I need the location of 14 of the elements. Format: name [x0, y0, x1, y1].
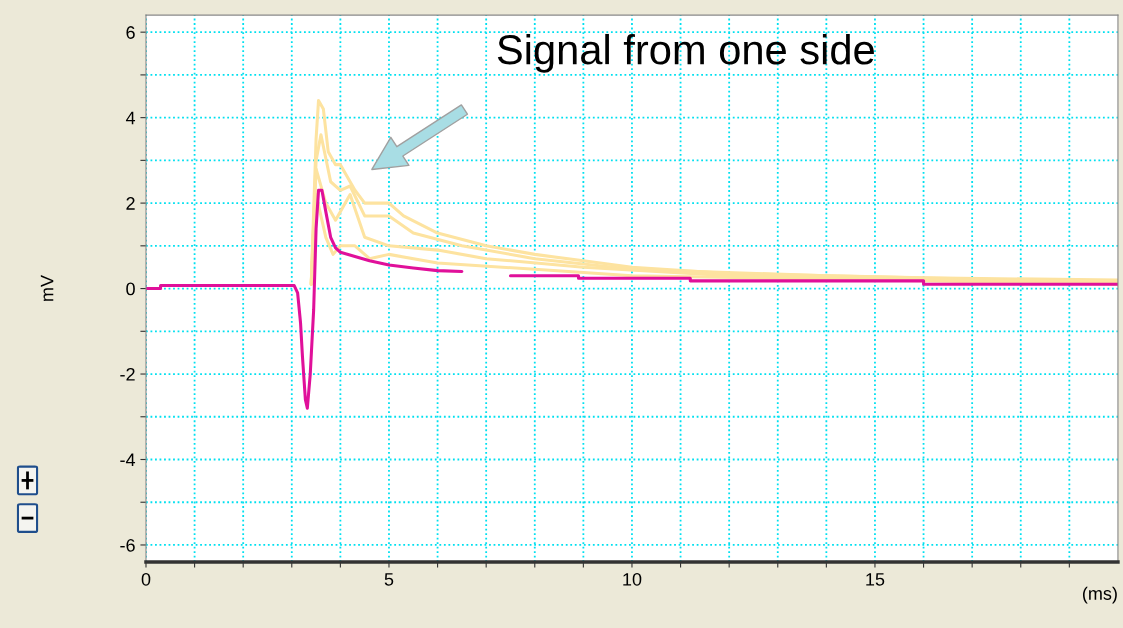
y-tick-label: -6 — [120, 538, 135, 552]
y-tick-label: 6 — [126, 26, 135, 39]
x-tick-label: 15 — [866, 573, 885, 586]
annotation: Signal from one side — [497, 33, 874, 73]
x-tick-label: 5 — [384, 573, 394, 586]
y-tick-label: 0 — [126, 282, 135, 296]
x-axis-title: (ms) — [1082, 586, 1117, 604]
y-tick-label: 4 — [125, 111, 136, 125]
y-tick-label: -4 — [120, 453, 136, 467]
y-tick-label: 2 — [126, 197, 135, 210]
y-axis-title: mV — [40, 275, 54, 301]
y-tick-label: -2 — [120, 367, 135, 381]
x-tick-label: 10 — [623, 572, 642, 586]
x-tick-label: 0 — [141, 572, 151, 586]
